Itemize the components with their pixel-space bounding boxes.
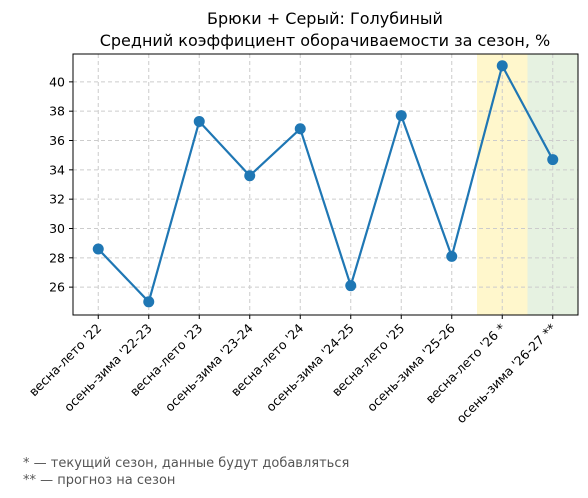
data-point (92, 243, 104, 255)
data-point (446, 250, 458, 262)
season-highlight-band (477, 54, 528, 315)
y-tick-label: 40 (49, 74, 65, 89)
data-point (496, 60, 508, 72)
data-point (345, 280, 357, 292)
x-tick-label: осень-зима '22-23 (61, 321, 155, 415)
data-point (294, 123, 306, 135)
y-tick-label: 38 (49, 104, 65, 119)
data-point (395, 110, 407, 122)
footnote-forecast: ** — прогноз на сезон (23, 473, 176, 488)
y-tick-label: 36 (49, 133, 65, 148)
season-highlight-band (527, 54, 578, 315)
footnote-current-season: * — текущий сезон, данные будут добавлят… (23, 456, 350, 471)
x-tick-label: осень-зима '23-24 (162, 320, 256, 414)
x-tick-label: осень-зима '25-26 (364, 320, 458, 414)
plot-area (72, 53, 579, 316)
y-tick-label: 32 (49, 192, 65, 207)
x-tick-label: осень-зима '24-25 (263, 321, 357, 415)
chart-subtitle: Средний коэффициент оборачиваемости за с… (100, 31, 551, 50)
data-point (143, 296, 155, 308)
data-point (547, 154, 559, 166)
series-line (97, 64, 554, 303)
chart-title: Брюки + Серый: Голубиный (207, 9, 443, 28)
y-tick-label: 28 (49, 250, 65, 265)
data-point (193, 115, 205, 127)
x-tick-label: осень-зима '26-27 ** (453, 321, 559, 427)
data-point (244, 170, 256, 182)
y-tick-label: 34 (49, 162, 65, 177)
y-tick-label: 26 (49, 280, 65, 295)
y-tick-label: 30 (49, 221, 65, 236)
